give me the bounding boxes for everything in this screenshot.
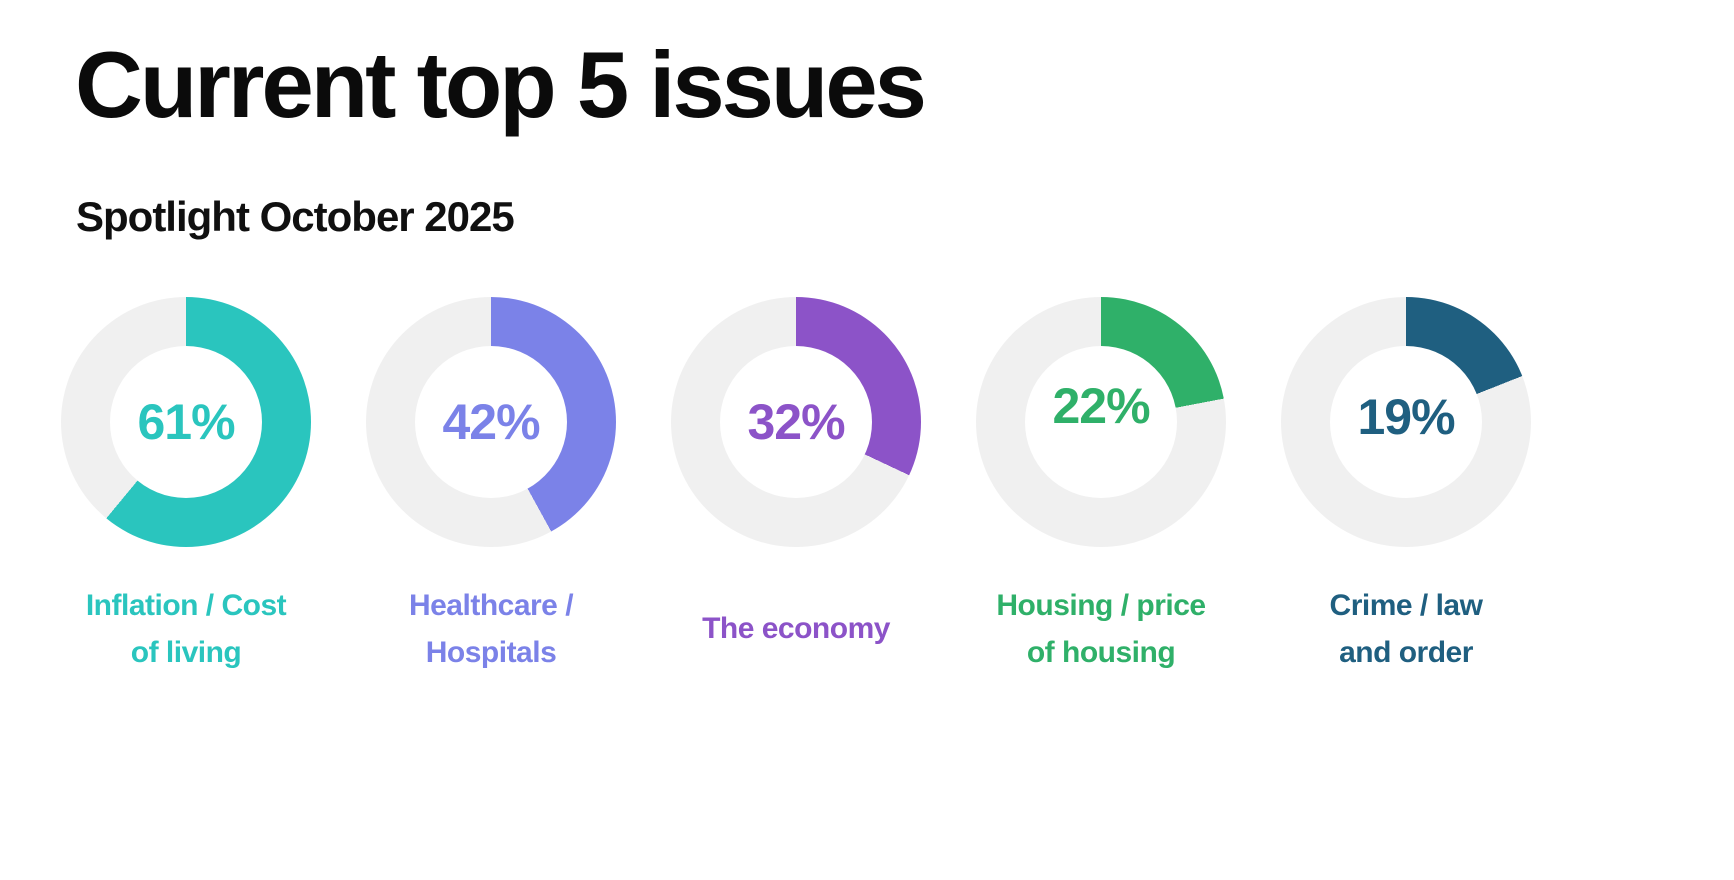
- donut-label: Crime / law and order: [1256, 581, 1556, 677]
- donut-label-line: of housing: [1026, 635, 1176, 669]
- donut-housing: 22% Housing / price of housing: [976, 296, 1226, 677]
- donut-hole: 42%: [415, 345, 567, 498]
- donut-label: Healthcare / Hospitals: [341, 581, 641, 677]
- donut-label-line: of living: [130, 635, 242, 669]
- donut-ring: 22%: [976, 296, 1226, 547]
- donut-value: 42%: [442, 393, 540, 450]
- donut-ring: 19%: [1281, 296, 1531, 547]
- donut-hole: 19%: [1330, 345, 1482, 498]
- donut-label-line: Crime / law: [1329, 588, 1483, 622]
- page-subtitle: Spotlight October 2025: [76, 192, 515, 240]
- donut-value: 32%: [747, 393, 845, 450]
- donut-label-line: Healthcare /: [408, 588, 574, 622]
- donut-healthcare: 42% Healthcare / Hospitals: [366, 296, 616, 677]
- donut-inflation: 61% Inflation / Cost of living: [61, 296, 311, 677]
- donut-ring: 32%: [671, 296, 921, 547]
- donut-label: Housing / price of housing: [951, 581, 1251, 677]
- donut-label-line: Hospitals: [425, 635, 557, 669]
- donut-value: 22%: [1052, 377, 1150, 434]
- donut-charts-row: 61% Inflation / Cost of living 42% Healt…: [61, 296, 1734, 677]
- donut-label-line: Inflation / Cost: [85, 588, 287, 622]
- page-title: Current top 5 issues: [75, 32, 927, 137]
- donut-ring: 42%: [366, 296, 616, 547]
- donut-hole: 61%: [110, 345, 262, 498]
- donut-label-line: Housing / price: [996, 588, 1206, 622]
- donut-hole: 32%: [720, 345, 872, 498]
- donut-hole: 22%: [1025, 345, 1177, 498]
- donut-label-line: The economy: [702, 612, 890, 646]
- donut-value: 61%: [137, 393, 235, 450]
- donut-economy: 32% The economy: [671, 296, 921, 677]
- donut-crime: 19% Crime / law and order: [1281, 296, 1531, 677]
- infographic-page: Current top 5 issues Spotlight October 2…: [0, 32, 1734, 880]
- donut-value: 19%: [1357, 388, 1455, 445]
- donut-label: Inflation / Cost of living: [36, 581, 336, 677]
- donut-ring: 61%: [61, 296, 311, 547]
- donut-label-line: and order: [1339, 635, 1473, 669]
- donut-label: The economy: [646, 581, 946, 677]
